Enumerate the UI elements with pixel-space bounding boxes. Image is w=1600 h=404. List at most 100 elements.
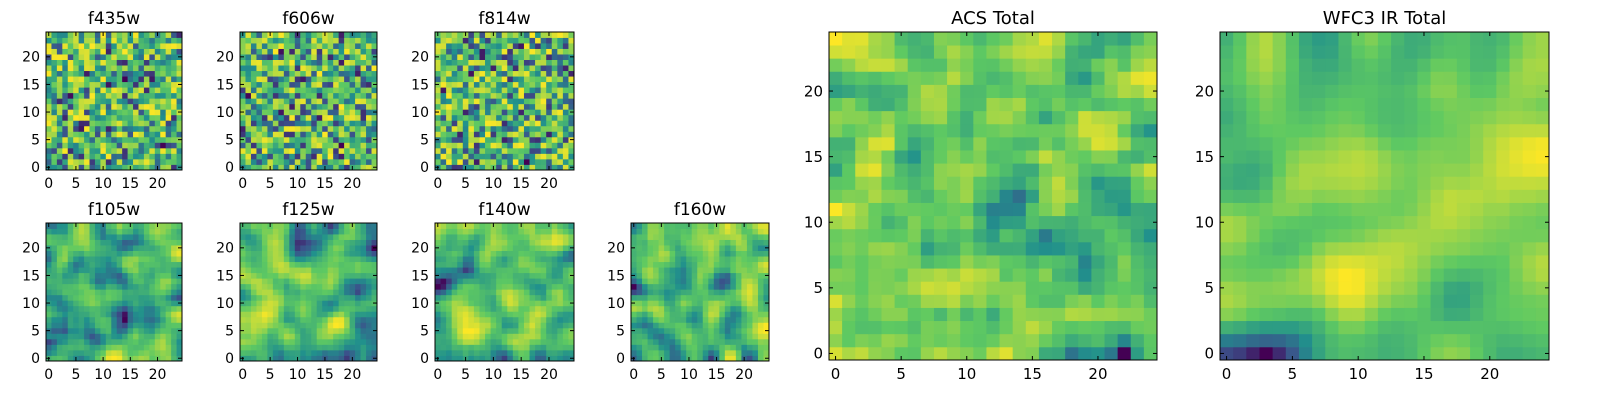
heatmap-cell: [90, 306, 96, 312]
heatmap-cell: [90, 54, 96, 60]
heatmap-cell: [149, 159, 155, 165]
heatmap-cell: [366, 32, 372, 38]
heatmap-cell: [117, 54, 123, 60]
heatmap-cell: [986, 203, 1000, 217]
heatmap-cell: [171, 278, 177, 284]
heatmap-cell: [921, 281, 935, 295]
heatmap-cell: [637, 300, 643, 306]
heatmap-cell: [1065, 334, 1079, 348]
heatmap-cell: [171, 142, 177, 148]
heatmap-cell: [986, 216, 1000, 230]
heatmap-cell: [62, 71, 68, 77]
heatmap-cell: [1013, 321, 1027, 335]
heatmap-cell: [267, 65, 273, 71]
heatmap-cell: [166, 148, 172, 154]
heatmap-cell: [344, 142, 350, 148]
heatmap-cell: [57, 54, 63, 60]
heatmap-cell: [62, 256, 68, 262]
heatmap-cell: [84, 65, 90, 71]
heatmap-cell: [1144, 203, 1158, 217]
heatmap-cell: [155, 49, 161, 55]
heatmap-cell: [155, 240, 161, 246]
heatmap-cell: [366, 256, 372, 262]
heatmap-cell: [502, 60, 508, 66]
heatmap-cell: [73, 49, 79, 55]
heatmap-cell: [507, 71, 513, 77]
heatmap-cell: [344, 350, 350, 356]
heatmap-cell: [138, 339, 144, 345]
heatmap-cell: [496, 317, 502, 323]
heatmap-cell: [502, 71, 508, 77]
heatmap-cell: [171, 159, 177, 165]
heatmap-cell: [675, 289, 681, 295]
heatmap-cell: [708, 322, 714, 328]
heatmap-cell: [300, 300, 306, 306]
heatmap-cell: [708, 245, 714, 251]
heatmap-cell: [518, 87, 524, 93]
heatmap-cell: [631, 350, 637, 356]
heatmap-cell: [441, 317, 447, 323]
heatmap-cell: [57, 131, 63, 137]
heatmap-cell: [692, 317, 698, 323]
heatmap-cell: [160, 234, 166, 240]
heatmap-cell: [468, 322, 474, 328]
heatmap-cell: [868, 229, 882, 243]
heatmap-cell: [485, 104, 491, 110]
heatmap-cell: [111, 109, 117, 115]
heatmap-cell: [122, 350, 128, 356]
heatmap-cell: [507, 333, 513, 339]
heatmap-cell: [122, 159, 128, 165]
y-tick-label: 0: [31, 160, 40, 176]
heatmap-cell: [730, 339, 736, 345]
heatmap-cell: [51, 93, 57, 99]
heatmap-cell: [95, 71, 101, 77]
heatmap-cell: [552, 229, 558, 235]
heatmap-cell: [557, 93, 563, 99]
heatmap-cell: [117, 317, 123, 323]
heatmap-cell: [106, 328, 112, 334]
heatmap-cell: [648, 256, 654, 262]
heatmap-cell: [485, 278, 491, 284]
heatmap-cell: [160, 159, 166, 165]
heatmap-cell: [62, 137, 68, 143]
heatmap-cell: [485, 142, 491, 148]
heatmap-cell: [51, 245, 57, 251]
heatmap-cell: [1000, 308, 1014, 322]
heatmap-cell: [133, 256, 139, 262]
heatmap-cell: [681, 234, 687, 240]
heatmap-cell: [46, 289, 52, 295]
heatmap-cell: [300, 333, 306, 339]
heatmap-cell: [895, 334, 909, 348]
heatmap-cell: [435, 339, 441, 345]
heatmap-cell: [496, 76, 502, 82]
heatmap-cell: [524, 256, 530, 262]
heatmap-cell: [90, 71, 96, 77]
heatmap-cell: [552, 234, 558, 240]
heatmap-cell: [100, 344, 106, 350]
heatmap-cell: [322, 284, 328, 290]
heatmap-cell: [908, 294, 922, 308]
heatmap-cell: [557, 60, 563, 66]
heatmap-cell: [111, 104, 117, 110]
heatmap-cell: [84, 104, 90, 110]
heatmap-cell: [57, 49, 63, 55]
heatmap-cell: [122, 256, 128, 262]
heatmap-cell: [328, 317, 334, 323]
heatmap-cell: [256, 137, 262, 143]
heatmap-cell: [144, 289, 150, 295]
heatmap-cell: [361, 87, 367, 93]
heatmap-cell: [908, 281, 922, 295]
heatmap-cell: [251, 115, 257, 121]
heatmap-cell: [289, 98, 295, 104]
heatmap-cell: [51, 87, 57, 93]
heatmap-cell: [366, 54, 372, 60]
heatmap-cell: [295, 262, 301, 268]
heatmap-cell: [1013, 216, 1027, 230]
heatmap-cell: [149, 60, 155, 66]
heatmap-cell: [452, 120, 458, 126]
heatmap-cell: [457, 104, 463, 110]
heatmap-cell: [513, 328, 519, 334]
heatmap-cell: [68, 76, 74, 82]
heatmap-cell: [73, 126, 79, 132]
heatmap-cell: [631, 262, 637, 268]
